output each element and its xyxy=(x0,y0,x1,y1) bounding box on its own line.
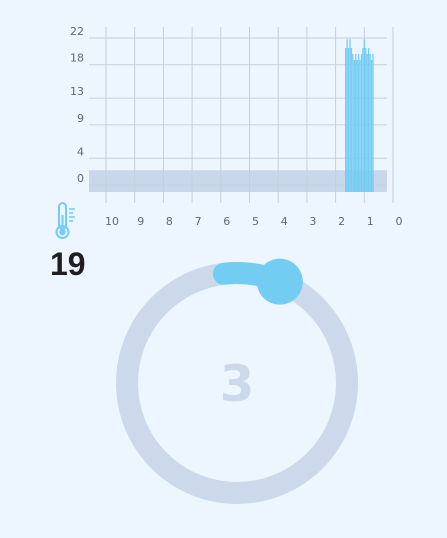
chart-bar xyxy=(362,48,364,192)
x-tick-label: 3 xyxy=(309,215,316,228)
y-tick-label: 9 xyxy=(77,112,84,125)
chart-bar xyxy=(369,54,371,192)
x-tick-label: 0 xyxy=(396,215,403,228)
chart-bar xyxy=(347,48,350,192)
chart-bar xyxy=(352,54,354,192)
y-tick-label: 22 xyxy=(70,25,84,38)
y-tick-label: 4 xyxy=(77,145,84,158)
chart-bar xyxy=(366,54,368,192)
chart-bar xyxy=(345,48,347,192)
chart-bar xyxy=(357,54,360,192)
chart-bar xyxy=(349,39,351,192)
chart-bar xyxy=(368,48,370,192)
y-tick-label: 18 xyxy=(70,52,84,65)
x-tick-label: 6 xyxy=(223,215,230,228)
temperature-reading: 19 xyxy=(50,246,86,282)
chart-bar xyxy=(370,60,373,192)
chart-bar xyxy=(365,48,367,192)
chart-baseline-band xyxy=(89,170,387,192)
y-tick-label: 13 xyxy=(70,85,84,98)
x-tick-label: 8 xyxy=(166,215,173,228)
setpoint-dial[interactable]: 3 xyxy=(100,245,380,525)
chart-bar xyxy=(359,60,361,192)
y-tick-label: 0 xyxy=(77,172,84,185)
x-tick-label: 7 xyxy=(195,215,202,228)
chart-bar xyxy=(350,48,353,192)
chart-bar xyxy=(363,39,365,192)
dial-knob[interactable] xyxy=(256,258,303,305)
x-tick-label: 9 xyxy=(137,215,144,228)
x-tick-label: 5 xyxy=(252,215,259,228)
chart-bar xyxy=(360,54,363,192)
chart-bar xyxy=(353,60,355,192)
x-tick-label: 1 xyxy=(367,215,374,228)
chart-bar xyxy=(356,60,358,192)
chart-bar xyxy=(372,54,374,192)
chart-bar xyxy=(346,39,348,192)
chart-bar xyxy=(355,54,357,192)
dial-value: 3 xyxy=(220,355,255,413)
thermometer-icon xyxy=(55,202,75,239)
x-tick-label: 10 xyxy=(105,215,119,228)
x-tick-label: 4 xyxy=(281,215,288,228)
x-tick-label: 2 xyxy=(338,215,345,228)
